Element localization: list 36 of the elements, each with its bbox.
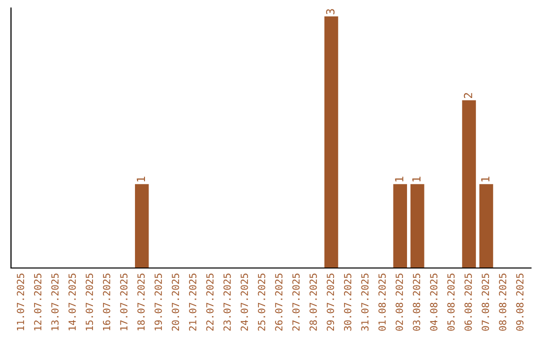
- x-tick-label: 29.07.2025: [326, 274, 334, 331]
- x-tick-label: 26.07.2025: [275, 274, 282, 331]
- x-tick-label: 15.07.2025: [86, 274, 94, 330]
- x-tick-label: 12.07.2025: [34, 274, 42, 330]
- x-tick-label: 06.08.2025: [464, 274, 472, 331]
- x-tick-label: 27.07.2025: [292, 274, 300, 331]
- x-tick-label: 20.07.2025: [172, 274, 180, 331]
- x-tick-label: 21.07.2025: [189, 274, 196, 331]
- x-tick-label: 23.07.2025: [223, 274, 231, 331]
- x-tick-label: 04.08.2025: [430, 274, 438, 331]
- x-tick-label: 05.08.2025: [447, 274, 455, 331]
- x-tick-label: 30.07.2025: [344, 274, 352, 331]
- x-tick-label: 19.07.2025: [154, 274, 162, 330]
- x-tick-label: 11.07.2025: [16, 274, 24, 330]
- data-label: 1: [395, 176, 404, 182]
- x-tick-label: 24.07.2025: [240, 274, 248, 331]
- data-label: 1: [481, 176, 490, 182]
- x-tick-label: 31.07.2025: [361, 274, 369, 331]
- x-tick-label: 09.08.2025: [516, 274, 524, 331]
- x-tick-label: 18.07.2025: [137, 274, 145, 330]
- x-tick-label: 22.07.2025: [206, 274, 214, 331]
- x-tick-label: 02.08.2025: [396, 274, 403, 331]
- data-label: 1: [136, 176, 145, 182]
- data-label: 1: [412, 176, 420, 182]
- x-tick-label: 16.07.2025: [102, 274, 110, 330]
- x-tick-label: 01.08.2025: [378, 274, 386, 331]
- data-label: 3: [326, 9, 335, 14]
- x-tick-label: 07.08.2025: [482, 274, 490, 331]
- x-tick-label: 13.07.2025: [51, 274, 59, 330]
- x-tick-label: 25.07.2025: [258, 274, 266, 331]
- x-tick-label: 17.07.2025: [120, 274, 128, 330]
- x-tick-label: 08.08.2025: [498, 274, 506, 331]
- data-label: 2: [464, 93, 472, 98]
- x-tick-label: 28.07.2025: [310, 274, 317, 331]
- x-tick-label: 14.07.2025: [68, 274, 76, 330]
- x-tick-label: 03.08.2025: [412, 274, 420, 331]
